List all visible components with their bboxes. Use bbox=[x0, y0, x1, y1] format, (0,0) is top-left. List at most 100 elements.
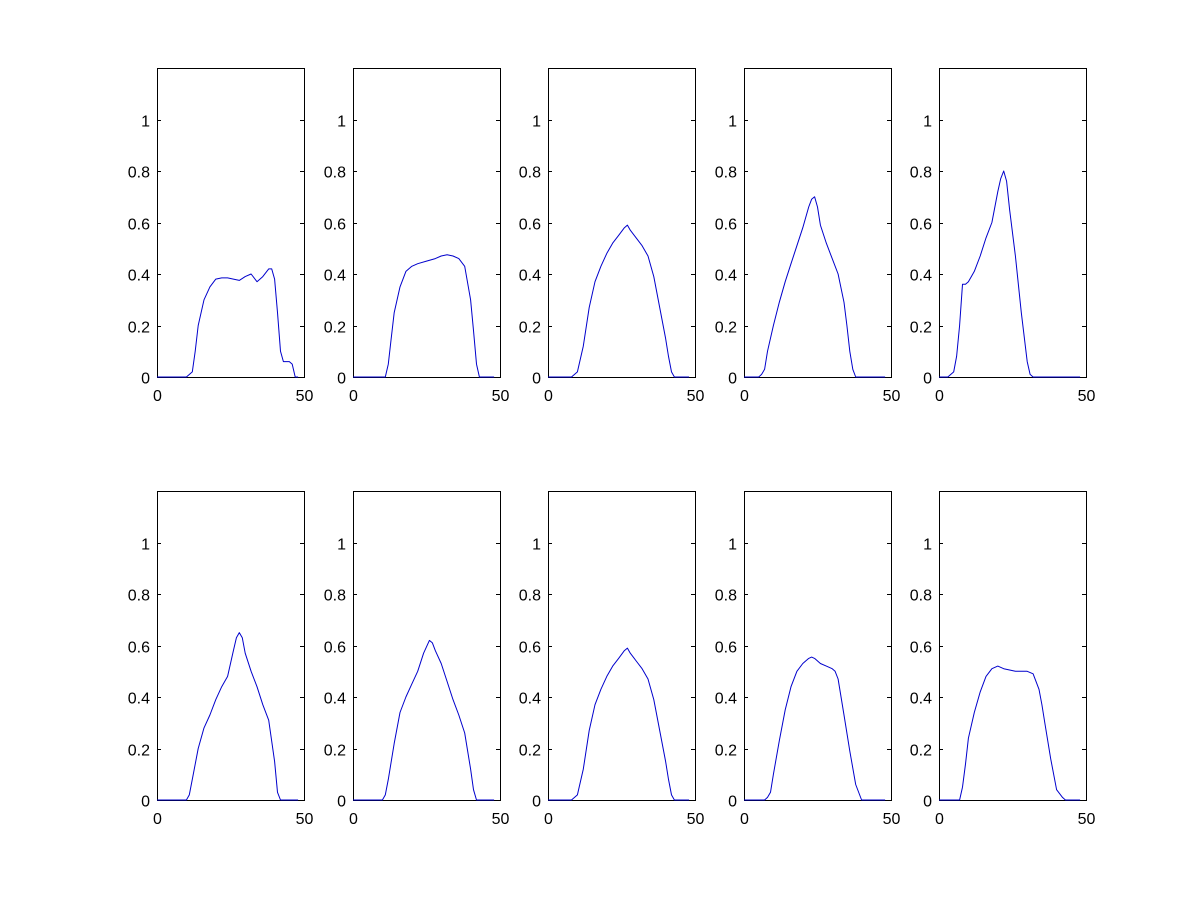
y-tick-label: 0.6 bbox=[128, 640, 150, 657]
y-tick-label: 1 bbox=[532, 537, 541, 554]
y-tick-label: 0.6 bbox=[128, 217, 150, 234]
y-tick-label: 0.6 bbox=[519, 217, 541, 234]
axes-box bbox=[548, 491, 696, 801]
series-line bbox=[157, 632, 299, 801]
x-tick-label: 0 bbox=[544, 388, 553, 405]
y-tick-label: 0.6 bbox=[715, 640, 737, 657]
y-tick-label: 0.4 bbox=[910, 691, 932, 708]
x-tick-label: 50 bbox=[1078, 811, 1096, 828]
x-tick-label: 0 bbox=[153, 388, 162, 405]
y-tick-label: 0.2 bbox=[519, 743, 541, 760]
y-tick-label: 0.4 bbox=[324, 691, 346, 708]
y-tick-label: 0.4 bbox=[715, 691, 737, 708]
x-tick-label: 0 bbox=[740, 811, 749, 828]
y-tick-label: 0 bbox=[532, 794, 541, 811]
y-tick-label: 0.8 bbox=[519, 165, 541, 182]
y-tick-label: 0.8 bbox=[519, 588, 541, 605]
series-line bbox=[548, 647, 690, 801]
y-tick-label: 0.4 bbox=[910, 268, 932, 285]
y-tick-label: 0 bbox=[532, 371, 541, 388]
y-tick-label: 0.4 bbox=[715, 268, 737, 285]
x-tick-label: 0 bbox=[349, 811, 358, 828]
y-tick-label: 0.8 bbox=[324, 588, 346, 605]
y-tick-label: 0.2 bbox=[519, 320, 541, 337]
y-tick-label: 0 bbox=[141, 371, 150, 388]
x-tick-label: 50 bbox=[687, 388, 705, 405]
y-tick-label: 0.6 bbox=[324, 640, 346, 657]
y-tick-label: 0 bbox=[337, 794, 346, 811]
subplot-3: 0 0.2 0.4 0.6 0.8 1 0 50 bbox=[519, 68, 705, 405]
axes-box bbox=[548, 68, 696, 378]
y-tick-label: 0.6 bbox=[519, 640, 541, 657]
y-tick-label: 0.8 bbox=[128, 165, 150, 182]
subplot-10: 0 0.2 0.4 0.6 0.8 1 0 50 bbox=[910, 491, 1096, 828]
subplot-5: 0 0.2 0.4 0.6 0.8 1 0 50 bbox=[910, 68, 1096, 405]
y-tick-label: 0.2 bbox=[715, 743, 737, 760]
subplot-6: 0 0.2 0.4 0.6 0.8 1 0 50 bbox=[128, 491, 314, 828]
y-tick-label: 0.4 bbox=[519, 268, 541, 285]
y-tick-label: 1 bbox=[532, 114, 541, 131]
axes-box bbox=[939, 68, 1087, 378]
x-tick-label: 0 bbox=[935, 811, 944, 828]
axes-box bbox=[353, 68, 501, 378]
x-tick-label: 50 bbox=[1078, 388, 1096, 405]
y-tick-label: 1 bbox=[728, 114, 737, 131]
x-tick-label: 50 bbox=[687, 811, 705, 828]
y-tick-label: 1 bbox=[923, 537, 932, 554]
x-tick-label: 50 bbox=[492, 388, 510, 405]
y-tick-label: 0.4 bbox=[519, 691, 541, 708]
axes-box bbox=[157, 68, 305, 378]
y-tick-label: 0 bbox=[923, 371, 932, 388]
y-tick-label: 0.8 bbox=[324, 165, 346, 182]
x-tick-label: 0 bbox=[740, 388, 749, 405]
series-line bbox=[353, 254, 495, 378]
x-tick-label: 50 bbox=[883, 811, 901, 828]
x-tick-label: 50 bbox=[296, 811, 314, 828]
y-tick-label: 0 bbox=[141, 794, 150, 811]
x-tick-label: 0 bbox=[935, 388, 944, 405]
y-tick-label: 0.4 bbox=[128, 268, 150, 285]
series-line bbox=[157, 268, 299, 378]
axes-box bbox=[939, 491, 1087, 801]
y-tick-label: 0 bbox=[728, 371, 737, 388]
subplot-1: 0 0.2 0.4 0.6 0.8 1 0 50 bbox=[128, 68, 314, 405]
x-tick-label: 50 bbox=[883, 388, 901, 405]
y-tick-label: 0.8 bbox=[715, 588, 737, 605]
x-tick-label: 0 bbox=[544, 811, 553, 828]
y-tick-label: 1 bbox=[923, 114, 932, 131]
axes-box bbox=[744, 491, 892, 801]
x-tick-label: 0 bbox=[153, 811, 162, 828]
y-tick-label: 0.6 bbox=[715, 217, 737, 234]
y-tick-label: 1 bbox=[337, 537, 346, 554]
y-tick-label: 1 bbox=[728, 537, 737, 554]
series-line bbox=[744, 656, 886, 801]
subplot-4: 0 0.2 0.4 0.6 0.8 1 0 50 bbox=[715, 68, 901, 405]
subplot-9: 0 0.2 0.4 0.6 0.8 1 0 50 bbox=[715, 491, 901, 828]
series-line bbox=[353, 639, 495, 801]
series-line bbox=[744, 196, 886, 378]
subplot-7: 0 0.2 0.4 0.6 0.8 1 0 50 bbox=[324, 491, 510, 828]
y-tick-label: 0.8 bbox=[910, 588, 932, 605]
series-line bbox=[939, 170, 1081, 378]
y-tick-label: 0.2 bbox=[910, 320, 932, 337]
x-tick-label: 50 bbox=[296, 388, 314, 405]
x-tick-label: 50 bbox=[492, 811, 510, 828]
axes-box bbox=[157, 491, 305, 801]
y-tick-label: 0.4 bbox=[324, 268, 346, 285]
y-tick-label: 0.2 bbox=[715, 320, 737, 337]
subplot-8: 0 0.2 0.4 0.6 0.8 1 0 50 bbox=[519, 491, 705, 828]
axes-box bbox=[744, 68, 892, 378]
subplot-2: 0 0.2 0.4 0.6 0.8 1 0 50 bbox=[324, 68, 510, 405]
y-tick-label: 0.2 bbox=[324, 320, 346, 337]
x-tick-label: 0 bbox=[349, 388, 358, 405]
y-tick-label: 0.4 bbox=[128, 691, 150, 708]
y-tick-label: 0.2 bbox=[128, 743, 150, 760]
y-tick-label: 0.2 bbox=[324, 743, 346, 760]
y-tick-label: 0.8 bbox=[910, 165, 932, 182]
y-tick-label: 0 bbox=[728, 794, 737, 811]
y-tick-label: 1 bbox=[141, 114, 150, 131]
y-tick-label: 0.2 bbox=[910, 743, 932, 760]
series-line bbox=[548, 224, 690, 378]
y-tick-label: 1 bbox=[337, 114, 346, 131]
